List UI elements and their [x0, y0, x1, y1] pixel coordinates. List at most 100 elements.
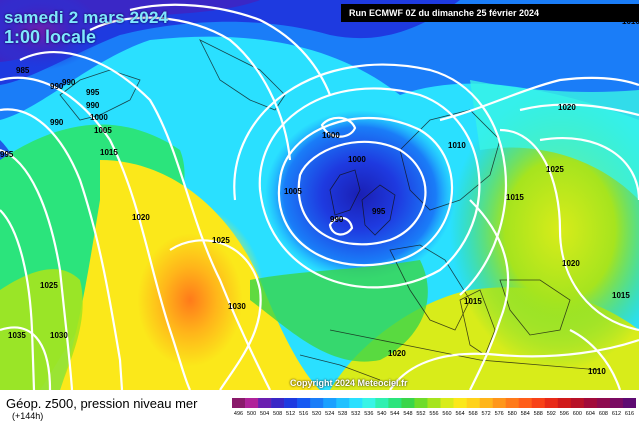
scale-label: 568 — [469, 411, 478, 416]
scale-swatch — [544, 398, 559, 408]
isobar-label: 1015 — [612, 291, 630, 300]
scale-swatch — [297, 398, 311, 408]
scale-swatch — [349, 398, 363, 408]
scale-label: 540 — [377, 411, 386, 416]
isobar-label: 995 — [86, 88, 100, 97]
run-info: Run ECMWF 0Z du dimanche 25 février 2024 — [341, 4, 639, 22]
isobar-label: 1025 — [212, 236, 230, 245]
scale-label: 588 — [534, 411, 543, 416]
scale-swatch — [388, 398, 402, 408]
scale-label: 604 — [586, 411, 595, 416]
color-scale: 496 500 504 508 512 516 520 524 528 532 536 540 544 5… — [232, 398, 636, 416]
isobar-label: 990 — [62, 78, 76, 87]
isobar-label: 1035 — [8, 331, 26, 340]
scale-swatch — [245, 398, 259, 408]
isobar-label: 1015 — [100, 148, 118, 157]
scale-swatch — [271, 398, 285, 408]
isobar-label: 1020 — [388, 349, 406, 358]
scale-label: 520 — [312, 411, 321, 416]
scale-label: 532 — [351, 411, 360, 416]
isobar-label: 1030 — [228, 302, 246, 311]
scale-label: 536 — [364, 411, 373, 416]
scale-label: 528 — [338, 411, 347, 416]
scale-swatch — [505, 398, 520, 408]
isobar-label: 1000 — [348, 155, 366, 164]
scale-swatch — [518, 398, 533, 408]
isobar-label: 1020 — [132, 213, 150, 222]
copyright: Copyright 2024 Meteociel.fr — [290, 378, 408, 388]
scale-swatch — [570, 398, 585, 408]
isobar-label: 1030 — [50, 331, 68, 340]
scale-label: 508 — [273, 411, 282, 416]
scale-label: 596 — [560, 411, 569, 416]
isobar-label: 1020 — [558, 103, 576, 112]
scale-swatch — [284, 398, 298, 408]
isobar-label: 995 — [372, 207, 386, 216]
scale-label: 576 — [495, 411, 504, 416]
scale-label: 504 — [260, 411, 269, 416]
isobar-label: 1005 — [284, 187, 302, 196]
scale-label: 560 — [442, 411, 451, 416]
scale-swatch — [531, 398, 546, 408]
scale-label: 552 — [416, 411, 425, 416]
isobar-label: 1000 — [90, 113, 108, 122]
scale-swatch — [232, 398, 246, 408]
scale-swatch — [479, 398, 493, 408]
scale-swatch — [583, 398, 598, 408]
forecast-date: samedi 2 mars 2024 — [4, 8, 169, 27]
scale-swatch — [622, 398, 636, 408]
scale-swatch — [440, 398, 454, 408]
scale-swatch — [414, 398, 428, 408]
scale-swatch — [336, 398, 350, 408]
scale-label: 544 — [390, 411, 399, 416]
isobar-label: 1010 — [448, 141, 466, 150]
scale-swatch — [310, 398, 324, 408]
isobar-label: 1005 — [94, 126, 112, 135]
scale-swatch — [609, 398, 624, 408]
scale-swatch — [557, 398, 572, 408]
isobar-label: 990 — [86, 101, 100, 110]
isobar-label: 1000 — [322, 131, 340, 140]
scale-swatch — [258, 398, 272, 408]
scale-label: 580 — [508, 411, 517, 416]
isobar-label: 995 — [0, 150, 14, 159]
scale-swatch — [323, 398, 337, 408]
scale-label: 572 — [482, 411, 491, 416]
scale-label: 592 — [547, 411, 556, 416]
isobar-label: 1010 — [588, 367, 606, 376]
scale-swatch — [375, 398, 389, 408]
forecast-time: 1:00 locale — [4, 27, 97, 47]
scale-swatch — [401, 398, 415, 408]
scale-label: 524 — [325, 411, 334, 416]
scale-swatch — [466, 398, 480, 408]
scale-label: 608 — [599, 411, 608, 416]
scale-label: 496 — [234, 411, 243, 416]
scale-label: 516 — [299, 411, 308, 416]
scale-label: 584 — [521, 411, 530, 416]
legend-title: Géop. z500, pression niveau mer — [6, 396, 198, 411]
geopotential-map: 985 990 990 995 990 1000 990 995 1005 10… — [0, 0, 639, 390]
scale-swatch — [492, 398, 506, 408]
scale-label: 548 — [403, 411, 412, 416]
scale-label: 512 — [286, 411, 295, 416]
scale-label: 600 — [573, 411, 582, 416]
scale-label: 564 — [455, 411, 464, 416]
isobar-label: 990 — [50, 118, 64, 127]
isobar-label: 1025 — [546, 165, 564, 174]
forecast-lead-time: (+144h) — [12, 411, 44, 421]
scale-label: 612 — [612, 411, 621, 416]
isobar-label: 990 — [330, 215, 344, 224]
isobar-label: 1015 — [464, 297, 482, 306]
scale-swatch — [427, 398, 441, 408]
scale-label: 500 — [247, 411, 256, 416]
scale-label: 556 — [429, 411, 438, 416]
isobar-label: 990 — [50, 82, 64, 91]
isobar-label: 1020 — [562, 259, 580, 268]
isobar-label: 1025 — [40, 281, 58, 290]
isobar-label: 1015 — [506, 193, 524, 202]
scale-swatch — [453, 398, 467, 408]
scale-swatch — [596, 398, 611, 408]
isobar-label: 985 — [16, 66, 30, 75]
scale-label: 616 — [625, 411, 634, 416]
